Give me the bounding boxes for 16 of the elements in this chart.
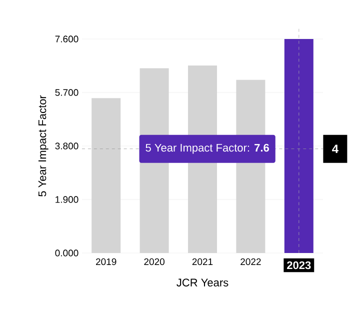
- y-tick-label: 5.700: [55, 89, 78, 96]
- x-tick-label: 2021: [192, 258, 213, 266]
- ref-line-label: 4: [332, 144, 338, 153]
- x-tick-label: 2022: [240, 258, 261, 266]
- x-axis-title: JCR Years: [176, 278, 228, 286]
- bar: [284, 39, 314, 253]
- y-tick-label: 3.800: [55, 142, 78, 150]
- x-tick-label: 2019: [96, 258, 116, 266]
- annotation: 5 Year Impact Factor: 7.6: [146, 144, 269, 154]
- bar: [92, 98, 121, 253]
- x-tick-label: 2023: [287, 261, 311, 270]
- y-tick-label: 1.900: [56, 196, 78, 203]
- y-tick-label: 0.000: [55, 250, 78, 256]
- y-axis-title: 5 Year Impact Factor: [38, 95, 48, 196]
- y-tick-label: 7.600: [55, 36, 78, 42]
- x-tick-label: 2020: [144, 258, 164, 266]
